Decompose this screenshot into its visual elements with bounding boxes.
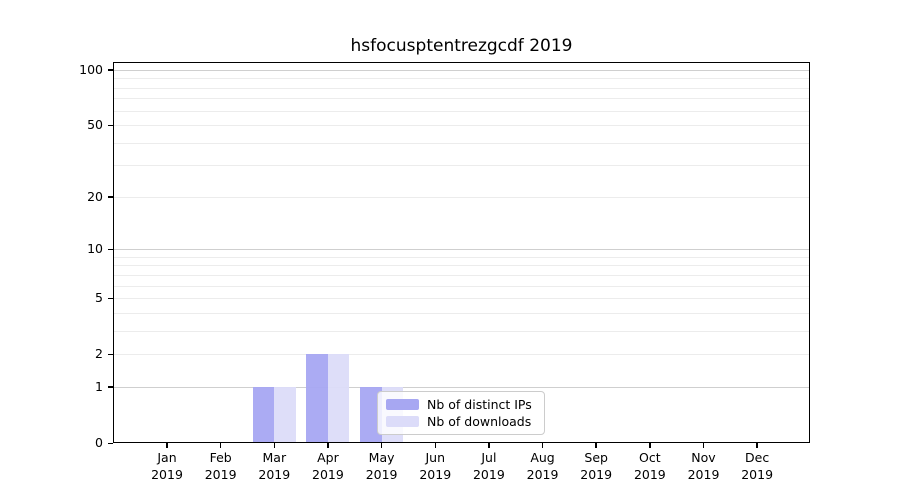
y-tick-label: 2 — [95, 346, 103, 362]
x-tick-mark — [273, 443, 276, 448]
x-tick-year: 2019 — [312, 466, 344, 482]
minor-gridline — [113, 165, 810, 167]
minor-gridline — [113, 125, 810, 127]
minor-gridline — [113, 110, 810, 112]
x-tick-mark — [166, 443, 168, 448]
x-tick-year: 2019 — [580, 466, 613, 482]
bar-apr-distinct-ips — [306, 354, 328, 443]
x-tick-mark — [756, 443, 758, 448]
major-gridline — [113, 386, 810, 388]
x-tick-mark — [649, 443, 651, 448]
minor-gridline — [113, 142, 810, 144]
x-tick-label: Aug 2019 — [515, 450, 571, 483]
x-tick-month: May — [368, 450, 395, 465]
x-tick-mark — [327, 443, 329, 448]
legend-entry: Nb of downloads — [386, 414, 536, 429]
x-tick-year: 2019 — [204, 466, 237, 482]
x-tick-year: 2019 — [526, 466, 559, 482]
x-tick-label: Apr 2019 — [300, 450, 356, 483]
x-tick-month: Jan — [157, 450, 177, 465]
x-tick-label: Jun 2019 — [407, 450, 463, 483]
x-tick-month: Aug — [530, 450, 555, 465]
major-gridline — [113, 249, 810, 251]
y-tick-mark — [108, 386, 113, 388]
x-tick-label: May 2019 — [354, 450, 410, 483]
bar-mar-distinct-ips — [252, 386, 275, 443]
y-tick-mark — [108, 353, 113, 356]
x-tick-label: Oct 2019 — [622, 450, 678, 483]
legend-swatch-distinct-ips — [386, 399, 419, 410]
y-tick-label: 50 — [87, 117, 103, 133]
y-tick-mark — [108, 442, 113, 444]
x-tick-month: Nov — [691, 450, 716, 465]
x-tick-label: Mar 2019 — [246, 450, 302, 483]
x-tick-month: Apr — [317, 450, 339, 465]
x-tick-mark — [595, 443, 597, 448]
plot-area: Nb of distinct IPs Nb of downloads — [113, 62, 810, 443]
legend-entry: Nb of distinct IPs — [386, 397, 536, 412]
y-tick-label: 1 — [95, 378, 103, 394]
x-tick-month: Mar — [262, 450, 287, 465]
x-tick-year: 2019 — [151, 466, 183, 482]
minor-gridline — [113, 285, 810, 287]
bar-apr-downloads — [327, 354, 350, 443]
axes-border — [113, 62, 810, 443]
bar-mar-downloads — [274, 386, 296, 443]
x-tick-label: Nov 2019 — [676, 450, 732, 483]
minor-gridline — [113, 87, 810, 89]
minor-gridline — [113, 98, 810, 100]
minor-gridline — [113, 256, 810, 258]
x-tick-month: Dec — [745, 450, 770, 465]
x-tick-year: 2019 — [472, 466, 505, 482]
x-tick-mark — [702, 443, 705, 448]
minor-gridline — [113, 78, 810, 80]
legend: Nb of distinct IPs Nb of downloads — [377, 391, 545, 435]
x-tick-month: Jul — [481, 450, 497, 465]
y-tick-mark — [108, 248, 113, 251]
x-tick-label: Jan 2019 — [139, 450, 195, 483]
x-tick-month: Feb — [209, 450, 232, 465]
bar-may-distinct-ips — [360, 386, 382, 443]
minor-gridline — [113, 196, 810, 198]
x-tick-mark — [541, 443, 544, 448]
legend-label: Nb of distinct IPs — [427, 397, 532, 412]
y-tick-label: 100 — [79, 61, 103, 77]
major-gridline — [113, 69, 810, 71]
x-tick-mark — [434, 443, 436, 448]
minor-gridline — [113, 298, 810, 300]
x-tick-month: Jun — [425, 450, 446, 465]
y-tick-mark — [108, 124, 113, 127]
y-tick-mark — [108, 297, 113, 300]
x-tick-label: Feb 2019 — [193, 450, 249, 483]
legend-swatch-downloads — [386, 416, 419, 427]
x-tick-year: 2019 — [741, 466, 774, 482]
y-tick-label: 10 — [87, 241, 103, 257]
y-tick-mark — [108, 196, 113, 198]
x-tick-mark — [488, 443, 490, 448]
x-tick-year: 2019 — [633, 466, 666, 482]
x-tick-mark — [380, 443, 383, 448]
y-tick-label: 0 — [95, 435, 103, 450]
x-tick-year: 2019 — [687, 466, 720, 482]
x-tick-month: Oct — [639, 450, 661, 465]
minor-gridline — [113, 312, 810, 314]
minor-gridline — [113, 274, 810, 276]
x-tick-mark — [219, 443, 222, 448]
minor-gridline — [113, 354, 810, 356]
minor-gridline — [113, 265, 810, 267]
x-tick-label: Dec 2019 — [729, 450, 785, 483]
y-tick-mark — [108, 69, 113, 71]
x-tick-year: 2019 — [258, 466, 291, 482]
y-tick-label: 5 — [95, 290, 103, 306]
chart-title: hsfocusptentrezgcdf 2019 — [350, 36, 573, 56]
x-tick-label: Jul 2019 — [461, 450, 517, 483]
legend-label: Nb of downloads — [427, 414, 532, 429]
x-tick-year: 2019 — [419, 466, 452, 482]
y-tick-label: 20 — [87, 188, 103, 204]
x-tick-year: 2019 — [365, 466, 398, 482]
x-tick-label: Sep 2019 — [568, 450, 624, 483]
x-tick-month: Sep — [584, 450, 608, 465]
minor-gridline — [113, 330, 810, 332]
